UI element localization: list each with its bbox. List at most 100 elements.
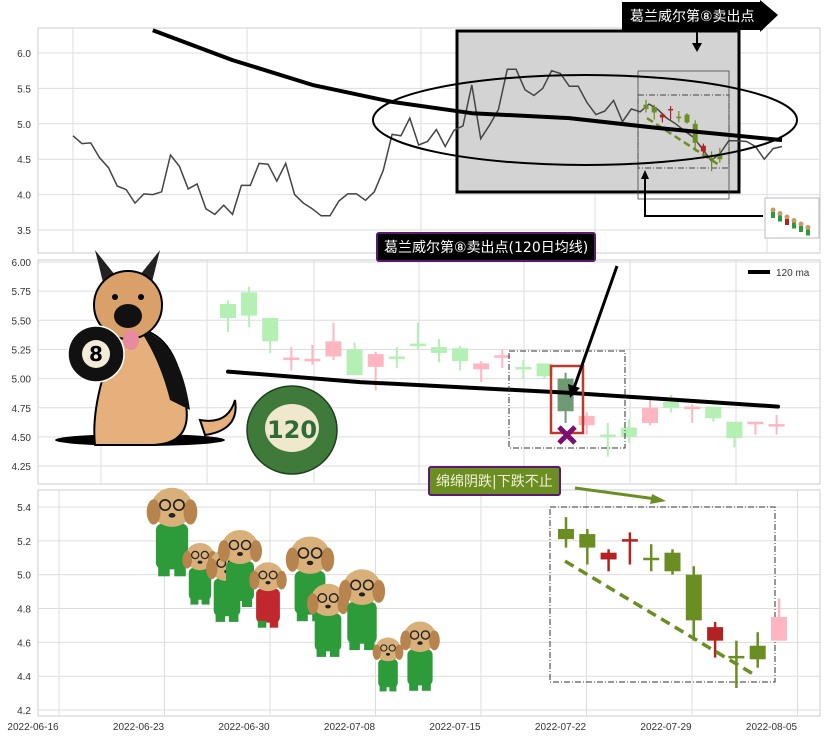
puppy-ear (372, 579, 386, 603)
puppy-nose (417, 641, 423, 645)
puppy-leg (242, 599, 252, 607)
puppy-leg (174, 567, 186, 577)
glasses-icon (328, 593, 339, 603)
thumbnail-puppy (784, 214, 790, 220)
puppy-leg (190, 598, 199, 605)
y-tick-label: 3.5 (17, 226, 31, 237)
candle (768, 424, 785, 427)
puppy-head (403, 621, 437, 653)
puppy-leg (349, 641, 360, 651)
thumbnail-puppy-body (785, 219, 789, 225)
candle (728, 655, 745, 659)
puppy-ear (250, 540, 262, 562)
puppy-leg (228, 599, 238, 607)
glasses-icon (388, 644, 396, 652)
puppy-head (222, 530, 258, 564)
puppy-leg (316, 649, 327, 657)
y-tick-label: 5.50 (12, 316, 32, 327)
eight-ball-number: 8 (89, 342, 103, 366)
y-tick-label: 4.2 (17, 706, 31, 717)
trend-arrow (574, 486, 657, 501)
eight-ball-face (82, 340, 110, 368)
x-tick-label: 2022-06-23 (113, 722, 165, 733)
thumbnail-puppy (798, 221, 804, 227)
mini-candle (643, 104, 649, 109)
ma-line (226, 369, 780, 409)
dog-saddle (140, 330, 190, 410)
puppy-overalls (407, 649, 433, 686)
puppy-ear (321, 547, 335, 572)
trend-arrow-head (650, 494, 666, 504)
thumbnail-puppy-body (778, 215, 782, 222)
candle (325, 341, 342, 357)
ball-face (265, 404, 319, 452)
y-tick-label: 5.75 (12, 287, 32, 298)
y-tick-label: 5.5 (17, 84, 31, 95)
ball-number: 120 (267, 416, 317, 444)
glasses-icon (172, 498, 185, 512)
mini-candle (668, 108, 674, 111)
candle (664, 552, 681, 572)
puppy-ear (276, 570, 287, 590)
puppy-head (310, 583, 346, 617)
puppy-illustration (338, 569, 386, 651)
candle (409, 343, 426, 347)
dog-muzzle (114, 304, 142, 328)
mini-candle (659, 114, 665, 118)
puppy-ear (249, 570, 260, 590)
y-tick-label: 5.00 (12, 375, 32, 386)
candle (431, 347, 447, 353)
candle (558, 528, 574, 540)
puppy-leg (228, 614, 239, 622)
puppy-overalls (155, 523, 189, 570)
puppy-nose (358, 592, 366, 597)
candle (707, 627, 724, 641)
puppy-ear (182, 551, 192, 569)
puppy-nose (197, 560, 203, 564)
puppy-ear (285, 547, 299, 572)
candle (367, 354, 384, 367)
y-tick-label: 4.75 (12, 404, 32, 415)
puppy-overalls (347, 601, 377, 644)
inset-dashdot-box (637, 94, 730, 169)
glasses-icon (310, 547, 323, 559)
candle (643, 557, 660, 561)
dog-eye (138, 294, 144, 300)
y-tick-label: 5.4 (17, 503, 31, 514)
thumbnail-puppy-body (806, 229, 810, 236)
y-tick-label: 5.0 (17, 120, 31, 131)
candle (747, 421, 764, 425)
puppy-head (375, 637, 401, 662)
puppy-illustration (307, 583, 349, 657)
puppy-leg (269, 620, 279, 628)
puppy-ear (429, 630, 440, 651)
candle (663, 401, 680, 408)
candle (241, 292, 258, 316)
candle (262, 317, 279, 342)
dog-eye (112, 294, 118, 300)
puppy-ear (372, 644, 381, 660)
y-tick-label: 4.0 (17, 191, 31, 202)
puppy-overalls (378, 659, 398, 688)
candle (726, 421, 743, 439)
glasses-icon (380, 644, 388, 652)
candle (388, 356, 405, 359)
mini-candle (651, 106, 657, 113)
puppy-nose (237, 552, 243, 556)
signal-arrow-head (568, 384, 580, 398)
puppy-leg (421, 683, 431, 691)
puppy-head (151, 487, 193, 527)
y-tick-label: 4.6 (17, 638, 31, 649)
middle-title-label: 葛兰威尔第⑧卖出点(120日均线) (376, 232, 597, 262)
puppy-overalls (256, 588, 280, 623)
illustrations: 8 120 (55, 250, 440, 692)
y-tick-label: 5.2 (17, 537, 31, 548)
puppy-leg (364, 641, 375, 651)
mini-candle (676, 116, 682, 119)
puppy-leg (379, 685, 387, 692)
german-shepherd-illustration: 8 (55, 250, 237, 446)
x-tick-label: 2022-07-29 (640, 722, 692, 733)
puppy-nose (306, 560, 314, 566)
down-arrow-head (692, 43, 702, 52)
puppy-ear (307, 593, 319, 615)
